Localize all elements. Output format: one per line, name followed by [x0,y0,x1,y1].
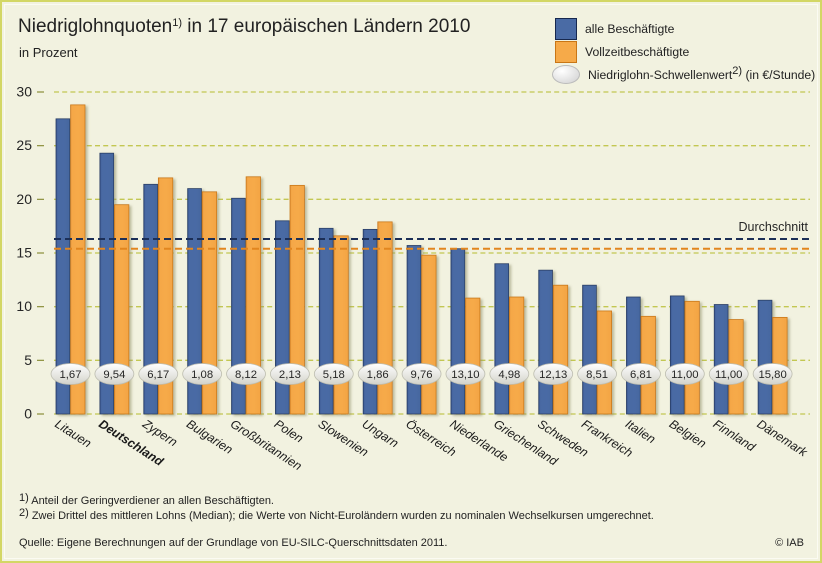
svg-text:8,51: 8,51 [586,369,608,381]
svg-text:25: 25 [16,137,32,153]
svg-text:15,80: 15,80 [758,369,786,381]
svg-text:1,08: 1,08 [191,369,213,381]
svg-text:0: 0 [24,406,32,422]
svg-text:11,00: 11,00 [715,369,742,381]
svg-text:Litauen: Litauen [52,417,94,451]
svg-text:12,13: 12,13 [539,369,567,381]
svg-text:8,12: 8,12 [235,369,257,381]
svg-text:1,67: 1,67 [60,369,82,381]
svg-text:11,00: 11,00 [671,369,698,381]
svg-text:6,81: 6,81 [630,369,652,381]
svg-text:5,18: 5,18 [323,369,345,381]
svg-text:10: 10 [16,298,32,314]
svg-text:1,86: 1,86 [367,369,389,381]
svg-text:Polen: Polen [272,417,306,446]
svg-text:Belgien: Belgien [667,417,709,451]
svg-text:Durchschnitt: Durchschnitt [739,220,809,234]
svg-text:4,98: 4,98 [498,369,520,381]
svg-text:2,13: 2,13 [279,369,301,381]
svg-text:15: 15 [16,245,32,261]
svg-text:Italien: Italien [623,417,658,447]
svg-text:9,54: 9,54 [103,369,125,381]
svg-text:Dänemark: Dänemark [754,417,810,460]
svg-text:20: 20 [16,191,32,207]
svg-text:6,17: 6,17 [147,369,169,381]
svg-text:5: 5 [24,352,32,368]
svg-text:Finnland: Finnland [711,417,759,455]
svg-text:Bulgarien: Bulgarien [184,417,235,457]
svg-text:30: 30 [16,84,32,100]
svg-text:13,10: 13,10 [451,369,479,381]
svg-text:9,76: 9,76 [411,369,433,381]
